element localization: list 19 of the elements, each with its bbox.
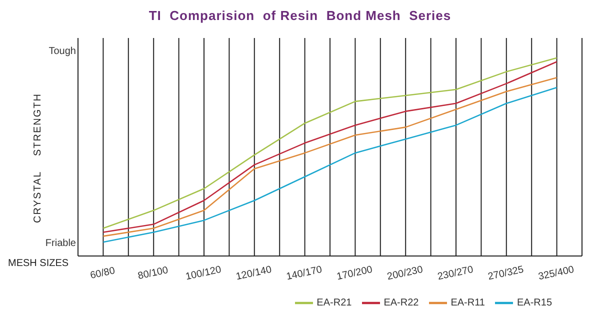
x-tick-label: 60/80 (89, 265, 116, 282)
x-tick-label: 230/270 (436, 264, 475, 283)
x-axis-title: MESH SIZES (8, 258, 69, 269)
legend-label: EA-R15 (516, 298, 552, 309)
x-tick-label: 170/200 (336, 264, 374, 283)
x-tick-label: 325/400 (537, 264, 576, 283)
x-tick-label: 140/170 (285, 264, 324, 283)
x-tick-label: 100/120 (184, 264, 223, 283)
x-tick-label: 80/100 (136, 264, 170, 282)
legend-label: EA-R21 (316, 298, 352, 309)
legend-label: EA-R22 (384, 298, 419, 309)
chart-title: TI Comparision of Resin Bond Mesh Series (148, 8, 452, 25)
x-tick-label: 200/230 (386, 264, 424, 283)
legend-label: EA-R11 (450, 298, 485, 309)
text: Friable (45, 238, 76, 249)
x-tick-label: 120/140 (235, 264, 274, 283)
text: Tough (48, 46, 76, 57)
y-axis-title: CRYSTAL STRENGTH (32, 93, 44, 223)
x-tick-label: 270/325 (487, 264, 526, 283)
